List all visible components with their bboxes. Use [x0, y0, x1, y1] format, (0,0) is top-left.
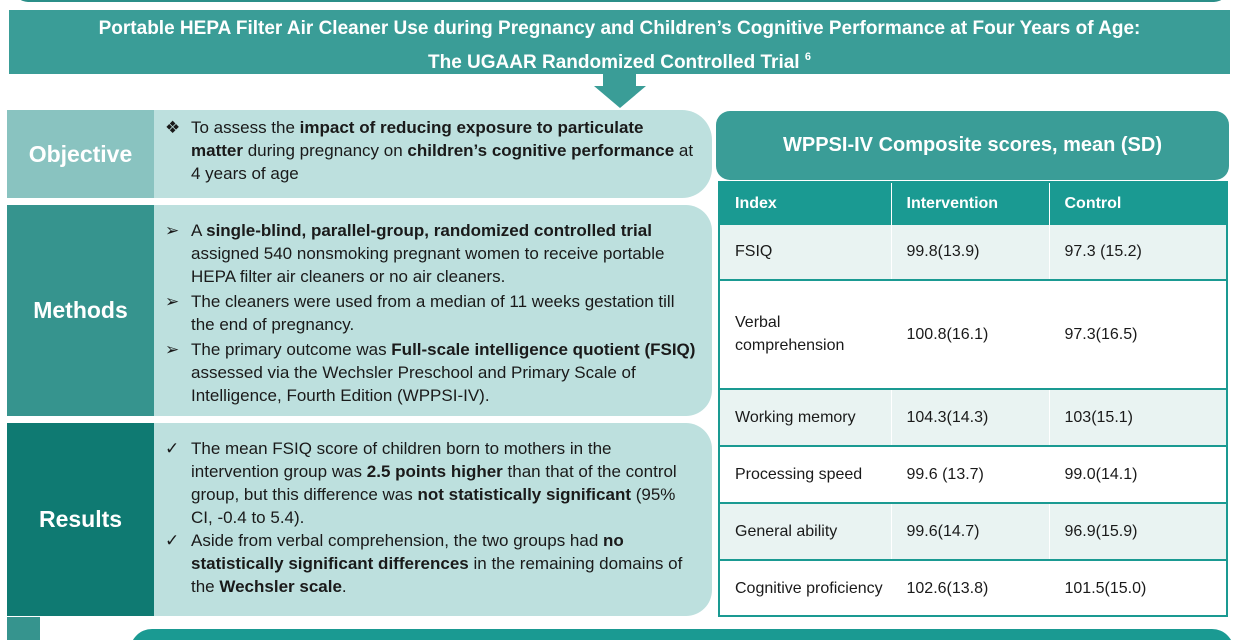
methods-body: ➢ A single-blind, parallel-group, randomi…	[154, 205, 712, 416]
cell-index: FSIQ	[720, 225, 892, 281]
results-label: Results	[7, 423, 154, 616]
title-line-1: Portable HEPA Filter Air Cleaner Use dur…	[98, 18, 1141, 39]
cell-control: 97.3 (15.2)	[1049, 225, 1226, 281]
cell-control: 101.5(15.0)	[1049, 560, 1226, 615]
table-row: Verbal comprehension 100.8(16.1) 97.3(16.5…	[720, 279, 1226, 391]
bullet-text: than that of the control group, but this…	[191, 462, 677, 504]
cell-control: 99.0(14.1)	[1049, 446, 1226, 505]
bullet-text: The cleaners were used from a median of …	[191, 292, 675, 334]
bullet-text-bold: single-blind, parallel-group, randomized…	[206, 221, 652, 240]
table-body: FSIQ 99.8(13.9) 97.3 (15.2) Verbal comprehe…	[720, 225, 1226, 615]
cell-index: Processing speed	[720, 446, 892, 505]
cell-index: Cognitive proficiency	[720, 560, 892, 615]
bullet-item: ✓ The mean FSIQ score of children born to…	[164, 437, 698, 529]
title-line-2-text: The UGAAR Randomized Controlled Trial	[428, 52, 800, 73]
bullet-text-bold: 2.5 points higher	[366, 462, 503, 481]
cell-intervention: 99.6(14.7)	[891, 503, 1050, 562]
bullet-text: during pregnancy on	[242, 141, 408, 160]
title-line-2: The UGAAR Randomized Controlled Trial 6	[9, 43, 1230, 77]
cell-intervention: 99.6 (13.7)	[891, 446, 1050, 505]
table-row: Working memory 104.3(14.3) 103(15.1)	[720, 389, 1226, 448]
column-header-intervention: Intervention	[891, 183, 1050, 225]
bullet-item: ✓ Aside from verbal comprehension, the tw…	[164, 529, 698, 598]
bullet-text: Aside from verbal comprehension, the two…	[191, 531, 604, 550]
bullet-text: .	[341, 577, 347, 596]
bullet-icon: ➢	[165, 340, 180, 359]
table-row: FSIQ 99.8(13.9) 97.3 (15.2)	[720, 225, 1226, 281]
table-row: General ability 99.6(14.7) 96.9(15.9)	[720, 503, 1226, 562]
cell-index: Verbal comprehension	[720, 279, 892, 391]
results-body: ✓ The mean FSIQ score of children born to…	[154, 423, 712, 616]
scores-table: Index Intervention Control FSIQ 99.8(13.9…	[720, 183, 1226, 615]
bottom-section-banner	[130, 629, 1234, 640]
bottom-section-tab	[7, 617, 40, 640]
bullet-text: (95% CI, -0.4 to 5.4).	[191, 485, 676, 527]
bullet-text-bold: Full-scale intelligence quotient (FSIQ)	[391, 340, 696, 359]
cell-intervention: 100.8(16.1)	[891, 279, 1050, 391]
bullet-icon: ❖	[165, 118, 181, 137]
table-header-row: Index Intervention Control	[720, 183, 1226, 225]
bullet-text: at 4 years of age	[191, 141, 694, 183]
bullet-icon: ➢	[165, 292, 180, 311]
down-arrow-icon	[594, 86, 646, 108]
column-header-index: Index	[720, 183, 892, 225]
cell-intervention: 99.8(13.9)	[891, 225, 1050, 281]
bullet-text: A	[191, 221, 207, 240]
bullet-text-bold: children’s cognitive performance	[407, 141, 675, 160]
bullet-item: ➢ The primary outcome was Full-scale inte…	[164, 338, 698, 407]
objective-label: Objective	[7, 110, 154, 198]
bullet-text: in the remaining domains of the	[191, 554, 683, 596]
bullet-text-bold: Wechsler scale	[219, 577, 342, 596]
bullet-text: assessed via the Wechsler Preschool and …	[191, 363, 636, 405]
bullet-text-bold: impact of reducing exposure to particula…	[191, 118, 644, 160]
cell-index: Working memory	[720, 389, 892, 448]
bullet-text-bold: not statistically significant	[417, 485, 632, 504]
bullet-text-bold: no statistically significant differences	[191, 531, 624, 573]
top-frame-strip	[14, 0, 1228, 2]
table-title: WPPSI-IV Composite scores, mean (SD)	[716, 111, 1229, 180]
bullet-icon: ✓	[165, 531, 180, 550]
methods-label: Methods	[7, 205, 154, 416]
cell-intervention: 102.6(13.8)	[891, 560, 1050, 615]
cell-control: 96.9(15.9)	[1049, 503, 1226, 562]
table-row: Processing speed 99.6 (13.7) 99.0(14.1)	[720, 446, 1226, 505]
title-reference: 6	[804, 51, 811, 63]
cell-intervention: 104.3(14.3)	[891, 389, 1050, 448]
bullet-text: The primary outcome was	[191, 340, 392, 359]
bullet-item: ➢ The cleaners were used from a median of…	[164, 290, 698, 336]
bullet-item: ❖ To assess the impact of reducing exposu…	[164, 116, 698, 185]
results-section: Results ✓ The mean FSIQ score of children…	[7, 423, 712, 616]
bullet-icon: ➢	[165, 221, 180, 240]
down-arrow-icon-stem	[603, 74, 636, 87]
cell-control: 103(15.1)	[1049, 389, 1226, 448]
cell-index: General ability	[720, 503, 892, 562]
table-row: Cognitive proficiency 102.6(13.8) 101.5(15…	[720, 560, 1226, 615]
column-header-control: Control	[1049, 183, 1226, 225]
bullet-text: assigned 540 nonsmoking pregnant women t…	[191, 244, 665, 286]
scores-table-container: Index Intervention Control FSIQ 99.8(13.9…	[718, 181, 1228, 617]
bullet-text: To assess the	[191, 118, 300, 137]
bullet-item: ➢ A single-blind, parallel-group, randomi…	[164, 219, 698, 288]
title-banner: Portable HEPA Filter Air Cleaner Use dur…	[9, 10, 1230, 74]
objective-body: ❖ To assess the impact of reducing exposu…	[154, 110, 712, 198]
methods-section: Methods ➢ A single-blind, parallel-group,…	[7, 205, 712, 416]
cell-control: 97.3(16.5)	[1049, 279, 1226, 391]
objective-section: Objective ❖ To assess the impact of reduc…	[7, 110, 712, 198]
bullet-icon: ✓	[165, 439, 180, 458]
bullet-text: The mean FSIQ score of children born to …	[191, 439, 612, 481]
